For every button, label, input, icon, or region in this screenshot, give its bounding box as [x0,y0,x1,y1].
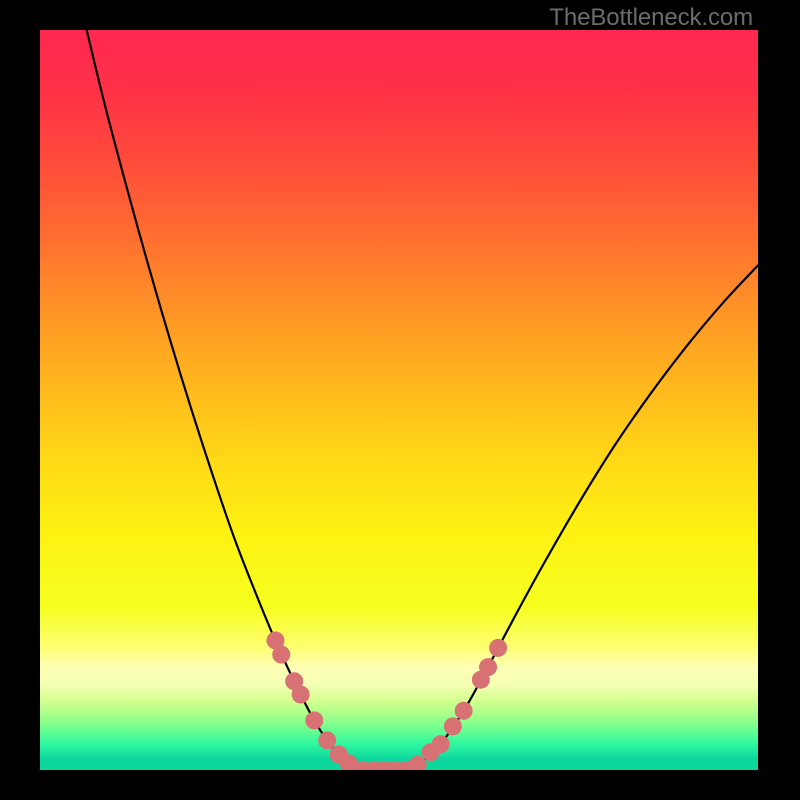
gradient-background [40,30,758,770]
data-marker [489,639,507,657]
data-marker [444,717,462,735]
data-marker [272,646,290,664]
data-marker [318,731,336,749]
plot-svg [40,30,758,770]
data-marker [455,702,473,720]
plot-area [40,30,758,770]
data-marker [305,711,323,729]
data-marker [292,686,310,704]
chart-root: TheBottleneck.com [0,0,800,800]
data-marker [479,658,497,676]
watermark-label: TheBottleneck.com [549,4,753,32]
data-marker [432,735,450,753]
